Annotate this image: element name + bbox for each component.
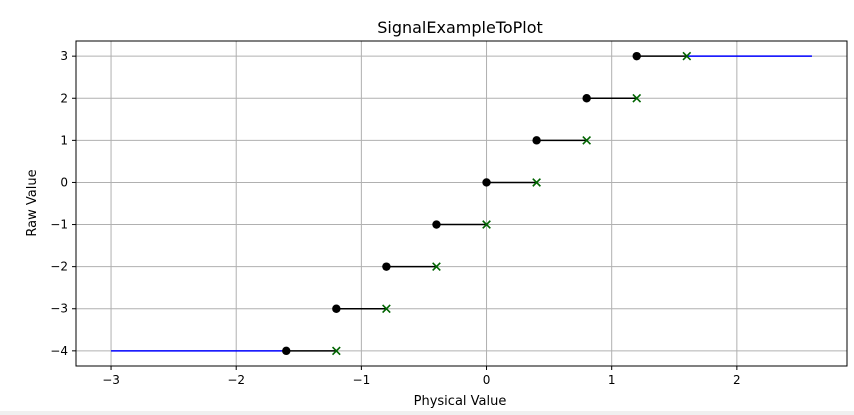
y-axis-label: Raw Value: [25, 169, 40, 236]
y-tick-label: −4: [50, 344, 68, 358]
y-tick-label: 2: [60, 91, 68, 105]
interval-end-marker: [532, 178, 541, 187]
interval-start-point: [482, 178, 491, 187]
interval-end-marker: [432, 262, 441, 272]
interval-start-point: [382, 262, 391, 271]
y-tick-label: −3: [50, 302, 68, 316]
x-tick-label: 0: [483, 373, 491, 387]
x-tick-label: 2: [733, 373, 741, 387]
interval-start-point: [332, 304, 341, 313]
axis-ticks: −3 −2 −1 0 1 2 3 2 1 0 −1 −2 −3 −4: [50, 49, 740, 387]
interval-end-marker: [632, 93, 642, 103]
x-tick-label: −3: [102, 373, 120, 387]
interval-end-marker: [582, 135, 592, 145]
chart-title: SignalExampleToPlot: [377, 18, 543, 37]
y-tick-label: 1: [60, 133, 68, 147]
interval-start-point: [632, 51, 641, 61]
y-tick-label: −2: [50, 260, 68, 274]
series-layer: [111, 51, 812, 356]
interval-end-marker: [482, 220, 491, 229]
interval-start-point: [282, 346, 291, 356]
x-tick-label: −1: [353, 373, 371, 387]
interval-end-marker: [331, 346, 341, 356]
interval-end-marker: [382, 304, 391, 314]
x-tick-label: 1: [608, 373, 616, 387]
y-tick-label: 0: [60, 175, 68, 189]
interval-end-marker: [682, 51, 692, 61]
x-tick-label: −2: [227, 373, 245, 387]
plot-area-frame: [75, 40, 848, 367]
interval-start-point: [582, 94, 591, 103]
x-axis-label: Physical Value: [414, 394, 507, 409]
window-bottom-edge: [0, 411, 854, 415]
y-tick-label: −1: [50, 218, 68, 232]
y-tick-label: 3: [60, 49, 68, 63]
interval-start-point: [532, 136, 541, 145]
interval-start-point: [432, 220, 441, 229]
